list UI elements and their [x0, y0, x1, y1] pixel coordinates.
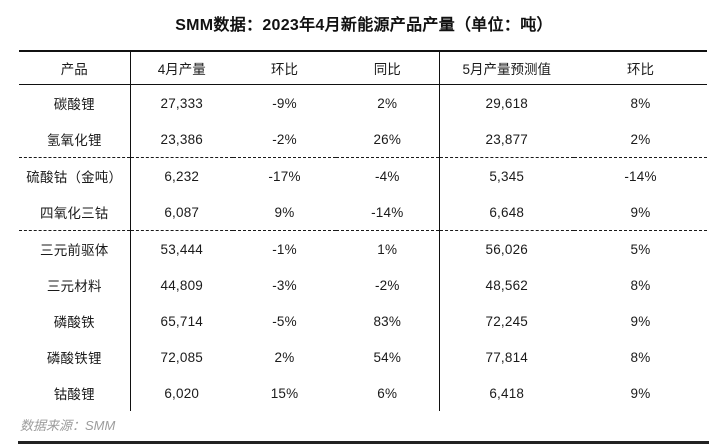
- cell-product: 磷酸铁锂: [19, 339, 131, 375]
- cell-may-mom: 9%: [574, 194, 707, 231]
- cell-apr-output: 72,085: [160, 349, 203, 365]
- cell-apr-mom: 2%: [274, 349, 295, 365]
- cell-may-mom: 2%: [574, 121, 707, 158]
- cell-apr-output: 27,333: [160, 95, 203, 111]
- cell-apr-mom: -1%: [272, 241, 297, 257]
- cell-apr-yoy: -4%: [336, 157, 440, 194]
- cell-product: 三元前驱体: [19, 230, 131, 267]
- col-header-apr-mom: 环比: [233, 51, 336, 85]
- cell-apr-output: 6,087: [130, 194, 233, 231]
- table-row: 氢氧化锂 23,386 -2% 26% 23,877 2%: [19, 121, 707, 158]
- cell-apr-mom: 15%: [270, 385, 299, 401]
- cell-apr-mom: -5%: [272, 313, 297, 329]
- cell-may-forecast: 23,877: [439, 121, 574, 158]
- cell-may-forecast: 48,562: [485, 277, 528, 293]
- cell-product: 三元材料: [19, 267, 131, 303]
- col-header-apr-output: 4月产量: [130, 51, 233, 85]
- cell-apr-mom: 9%: [233, 194, 336, 231]
- cell-apr-output: 65,714: [160, 313, 203, 329]
- cell-apr-output: 53,444: [160, 241, 203, 257]
- cell-product: 氢氧化锂: [19, 121, 131, 158]
- cell-apr-mom: -9%: [272, 95, 297, 111]
- table-row: 碳酸锂 27,333 -9% 2% 29,618 8%: [19, 84, 707, 121]
- cell-apr-yoy: 26%: [336, 121, 440, 158]
- col-header-may-mom: 环比: [574, 51, 707, 85]
- cell-may-mom: 9%: [630, 385, 651, 401]
- cell-product: 四氧化三钴: [19, 194, 131, 231]
- cell-apr-mom: -2%: [233, 121, 336, 158]
- cell-apr-yoy: 2%: [336, 84, 440, 121]
- data-source-note: 数据来源：SMM: [20, 418, 116, 433]
- table-row: 磷酸铁锂 72,085 2% 54% 77,814 8%: [19, 339, 707, 375]
- cell-apr-yoy: -14%: [336, 194, 440, 231]
- cell-may-forecast: 72,245: [485, 313, 528, 329]
- cell-apr-mom: -17%: [268, 168, 301, 184]
- cell-may-mom: 8%: [630, 95, 651, 111]
- cell-apr-output: 23,386: [130, 121, 233, 158]
- cell-apr-output: 6,232: [164, 168, 200, 184]
- cell-product: 钴酸锂: [19, 375, 131, 411]
- table-row: 磷酸铁 65,714 -5% 83% 72,245 9%: [19, 303, 707, 339]
- cell-apr-yoy: 6%: [336, 375, 440, 411]
- table-row: 三元前驱体 53,444 -1% 1% 56,026 5%: [19, 230, 707, 267]
- col-header-product: 产品: [19, 51, 131, 85]
- cell-apr-output: 6,020: [164, 385, 200, 401]
- cell-may-forecast: 5,345: [489, 168, 525, 184]
- table-row: 硫酸钴（金吨） 6,232 -17% -4% 5,345 -14%: [19, 157, 707, 194]
- cell-apr-mom: -3%: [272, 277, 297, 293]
- table-row: 三元材料 44,809 -3% -2% 48,562 8%: [19, 267, 707, 303]
- cell-apr-yoy: 54%: [336, 339, 440, 375]
- cell-may-mom: 8%: [630, 349, 651, 365]
- cell-may-forecast: 56,026: [485, 241, 528, 257]
- table-row: 钴酸锂 6,020 15% 6% 6,418 9%: [19, 375, 707, 411]
- cell-apr-yoy: -2%: [336, 267, 440, 303]
- bottom-rule: [18, 441, 709, 444]
- production-table: 产品 4月产量 环比 同比 5月产量预测值 环比 碳酸锂 27,333 -9% …: [19, 50, 707, 411]
- table-row: 四氧化三钴 6,087 9% -14% 6,648 9%: [19, 194, 707, 231]
- cell-may-forecast: 6,648: [439, 194, 574, 231]
- col-header-may-forecast: 5月产量预测值: [439, 51, 574, 85]
- cell-may-mom: 9%: [630, 313, 651, 329]
- cell-product: 磷酸铁: [19, 303, 131, 339]
- cell-apr-yoy: 83%: [336, 303, 440, 339]
- cell-product: 碳酸锂: [19, 84, 131, 121]
- col-header-apr-yoy: 同比: [336, 51, 440, 85]
- cell-apr-yoy: 1%: [336, 230, 440, 267]
- cell-apr-output: 44,809: [160, 277, 203, 293]
- cell-may-forecast: 6,418: [489, 385, 525, 401]
- cell-may-mom: 8%: [630, 277, 651, 293]
- page-title: SMM数据：2023年4月新能源产品产量（单位：吨）: [175, 17, 553, 34]
- cell-may-mom: 5%: [630, 241, 651, 257]
- cell-may-forecast: 77,814: [485, 349, 528, 365]
- cell-may-forecast: 29,618: [485, 95, 528, 111]
- cell-may-mom: -14%: [624, 168, 657, 184]
- header-row: 产品 4月产量 环比 同比 5月产量预测值 环比: [19, 51, 707, 85]
- cell-product: 硫酸钴（金吨）: [19, 157, 131, 194]
